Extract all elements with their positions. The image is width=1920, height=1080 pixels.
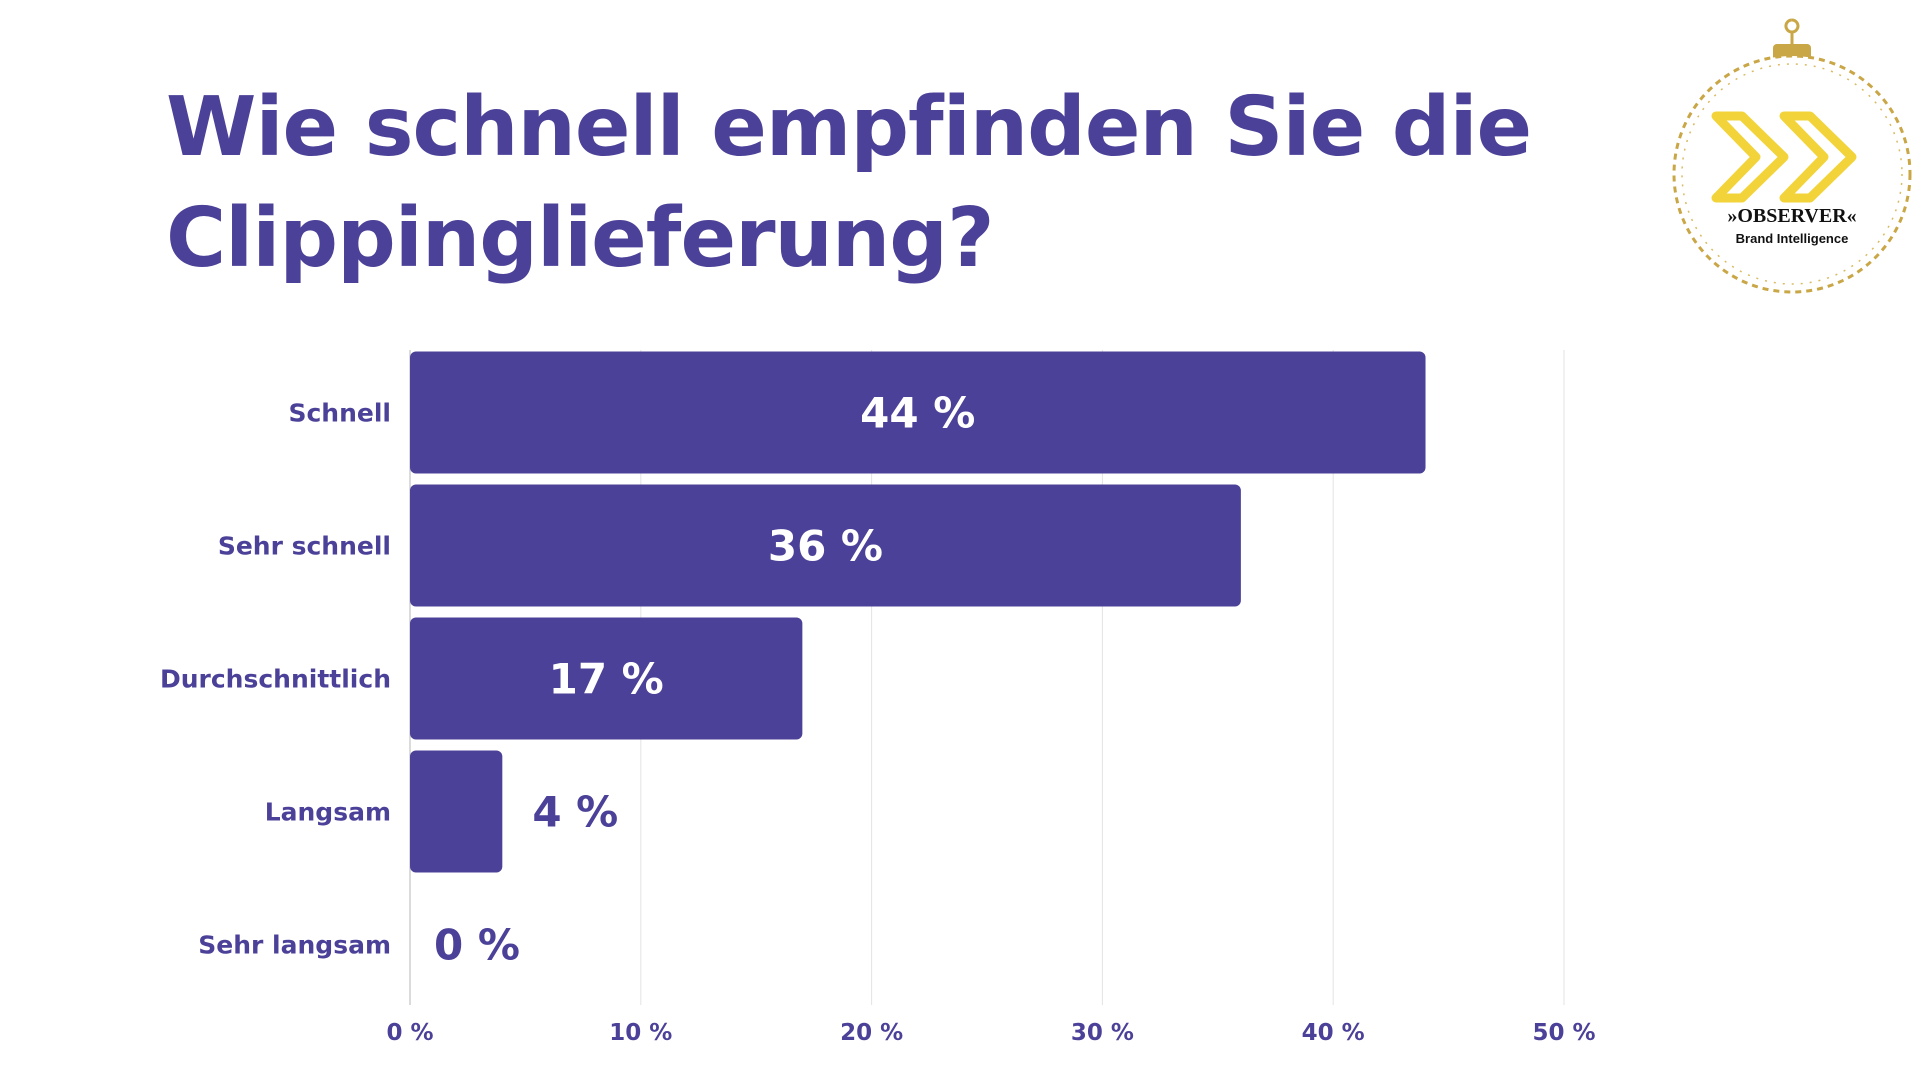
- logo-text: »OBSERVER«: [1727, 205, 1856, 227]
- x-tick-label: 40 %: [1302, 1020, 1365, 1046]
- observer-logo: »OBSERVER« Brand Intelligence: [1672, 18, 1912, 294]
- category-label: Durchschnittlich: [160, 665, 391, 694]
- data-label: 4 %: [532, 788, 618, 837]
- double-chevron-icon: [1711, 111, 1857, 203]
- bar: [410, 750, 503, 873]
- bar: [410, 351, 1426, 474]
- bar: [410, 484, 1241, 607]
- data-label: 36 %: [768, 522, 883, 571]
- category-label: Sehr langsam: [198, 931, 391, 960]
- category-label: Langsam: [265, 798, 391, 827]
- category-label: Sehr schnell: [218, 532, 391, 561]
- logo-subtext: Brand Intelligence: [1736, 231, 1849, 246]
- x-tick-label: 50 %: [1532, 1020, 1595, 1046]
- x-tick-label: 10 %: [609, 1020, 672, 1046]
- ornament-ball-icon: [1672, 54, 1912, 294]
- data-label: 44 %: [860, 389, 975, 438]
- chart-title: Wie schnell empfinden Sie die Clippingli…: [166, 80, 1532, 286]
- x-tick-label: 0 %: [386, 1020, 433, 1046]
- bar: [410, 617, 803, 740]
- category-label: Schnell: [288, 399, 391, 428]
- x-tick-label: 20 %: [840, 1020, 903, 1046]
- data-label: 17 %: [549, 655, 664, 704]
- data-label: 0 %: [434, 921, 520, 970]
- x-tick-label: 30 %: [1071, 1020, 1134, 1046]
